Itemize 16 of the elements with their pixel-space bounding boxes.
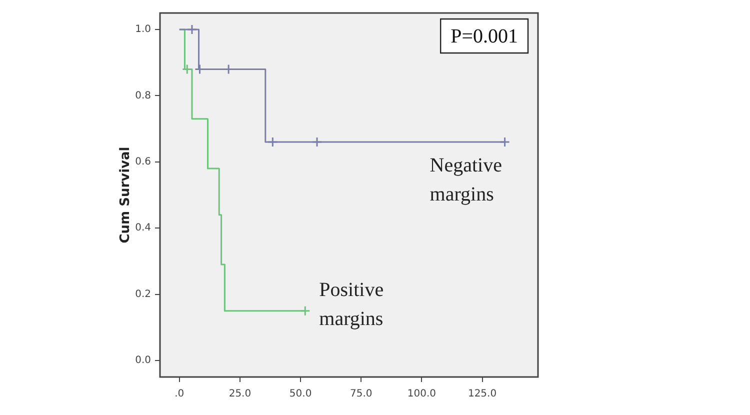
x-tick-label: .0 [174,388,184,400]
x-tick-label: 125.0 [468,388,497,400]
x-tick-label: 50.0 [289,388,312,400]
x-tick-label: 100.0 [407,388,436,400]
x-tick-label: 75.0 [350,388,372,400]
series-label: Negative margins [430,154,502,206]
series-label: Positive margins [319,279,384,330]
y-tick-label: 0.8 [135,90,151,102]
y-tick-label: 0.6 [135,156,151,168]
y-tick-label: 0.0 [135,355,151,366]
x-tick-label: 25.0 [228,388,252,400]
y-tick-label: 0.4 [135,222,151,234]
y-tick-label: 1.0 [135,24,151,36]
annotation: P=0.001 [450,25,518,48]
y-tick-label: 0.2 [135,288,151,300]
y-axis-title: Cum Survival [118,146,134,244]
